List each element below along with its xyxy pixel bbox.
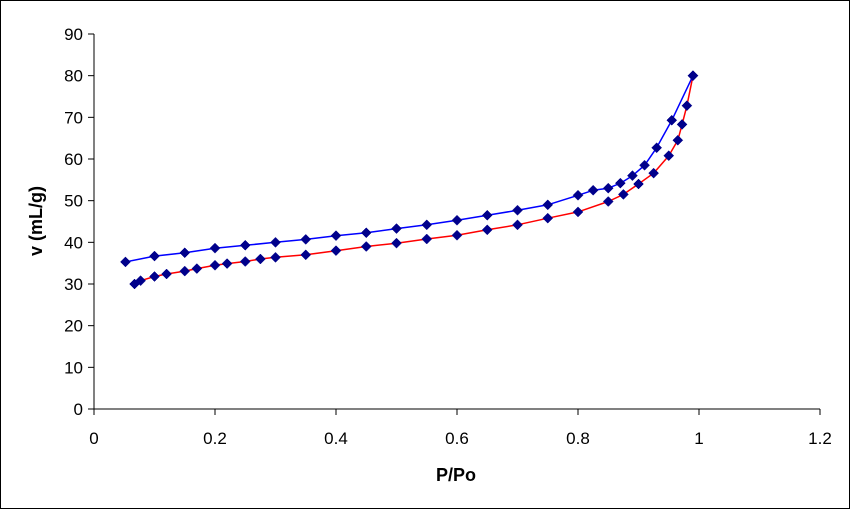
series-1-point	[572, 206, 584, 218]
series-1-point	[451, 229, 463, 241]
series-2-point	[666, 114, 678, 126]
series-2-line	[125, 75, 694, 263]
series-1-point	[270, 251, 281, 263]
y-tick-label: 10	[64, 358, 83, 377]
x-tick-label: 1	[694, 429, 703, 448]
series-1-line	[134, 75, 694, 285]
series-1-point	[161, 268, 172, 280]
series-2-point	[451, 214, 463, 226]
series-1-point	[421, 233, 433, 245]
series-1-point	[663, 150, 675, 162]
tick-labels: 0 10 20 30 40 50 60 70 80 90 0 0.2 0.4 0.6 0.8 1 1.2	[64, 25, 832, 448]
series-2-point	[627, 170, 638, 182]
series-1-point	[179, 265, 191, 277]
x-axis-title: P/Po	[436, 465, 476, 485]
axes	[88, 33, 821, 415]
series-2-point	[572, 189, 584, 201]
series-2-point	[300, 234, 312, 245]
series-2-point	[639, 159, 650, 171]
series-2-point	[149, 250, 160, 262]
series-1-point	[191, 263, 203, 274]
series-2-point	[651, 142, 663, 154]
series-2-point	[179, 247, 191, 259]
series-2-point	[360, 227, 372, 239]
series-2-point	[614, 177, 626, 189]
series-2-point	[542, 199, 554, 211]
series-1-point	[255, 253, 266, 265]
series-1-point	[149, 271, 160, 282]
y-tick-label: 40	[64, 233, 83, 252]
y-tick-label: 90	[64, 25, 83, 44]
series-2-point	[687, 70, 699, 82]
y-tick-label: 70	[64, 108, 83, 127]
series-1-point	[676, 119, 688, 130]
series-1-point	[618, 189, 629, 200]
y-tick-label: 80	[64, 67, 83, 86]
series-1-point	[481, 224, 493, 236]
series-2-point	[239, 239, 251, 251]
y-tick-label: 50	[64, 192, 83, 211]
x-tick-label: 0.6	[445, 429, 469, 448]
series-1-point	[209, 259, 221, 271]
series-1-point	[602, 196, 614, 207]
y-axis-title: v (mL/g)	[26, 186, 46, 256]
series-2-point	[120, 256, 131, 268]
series-markers	[120, 70, 699, 290]
series-2-point	[602, 182, 614, 194]
x-tick-label: 0	[89, 429, 98, 448]
y-tick-label: 30	[64, 275, 83, 294]
series-2-point	[481, 209, 493, 221]
series-1-point	[633, 178, 644, 190]
x-tick-label: 0.8	[566, 429, 590, 448]
series-1-point	[542, 212, 554, 224]
y-tick-label: 60	[64, 150, 83, 169]
series-1-point	[239, 256, 251, 267]
series-2-point	[421, 219, 433, 231]
series-2-point	[330, 230, 342, 242]
y-tick-label: 20	[64, 317, 83, 336]
y-tick-label: 0	[74, 400, 83, 419]
series-1-point	[681, 100, 693, 112]
series-lines	[125, 75, 694, 285]
series-1-point	[330, 245, 342, 257]
series-1-point	[648, 167, 659, 179]
x-tick-label: 0.2	[203, 429, 227, 448]
series-1-point	[360, 241, 372, 252]
series-1-point	[221, 258, 233, 269]
x-tick-label: 1.2	[808, 429, 832, 448]
x-tick-label: 0.4	[324, 429, 348, 448]
series-1-point	[512, 219, 523, 231]
series-2-point	[391, 223, 402, 234]
series-2-point	[209, 242, 221, 254]
series-2-point	[512, 204, 523, 216]
series-2-point	[270, 236, 281, 248]
series-1-point	[391, 237, 402, 249]
series-2-point	[587, 184, 599, 196]
series-1-point	[672, 134, 684, 146]
series-1-point	[300, 249, 312, 261]
series-1-point	[135, 275, 146, 287]
